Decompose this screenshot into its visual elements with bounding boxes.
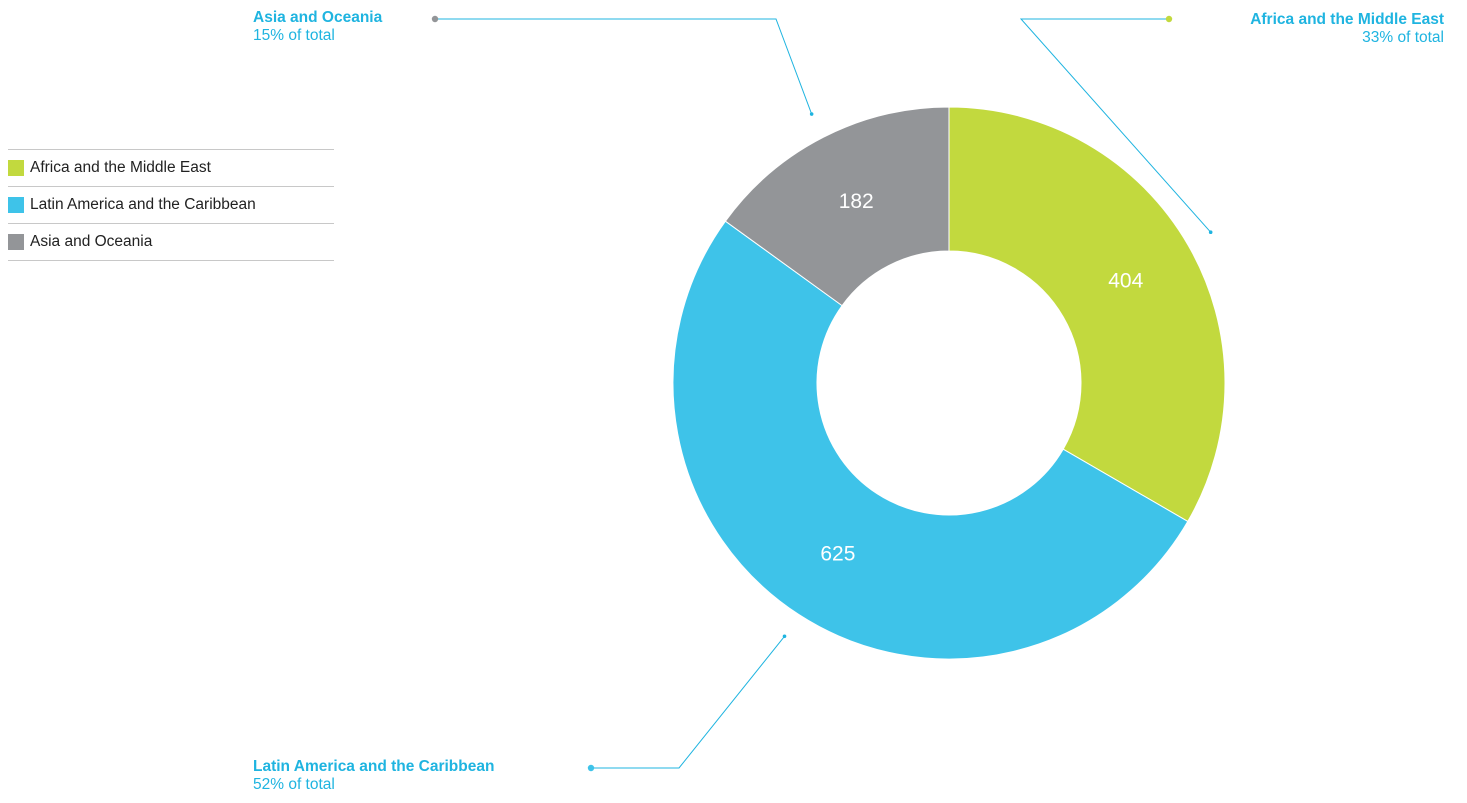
legend-item-africa-middle-east[interactable]: Africa and the Middle East [8, 150, 334, 187]
leader-end-dot-asia-and-oceania [809, 112, 814, 116]
callout-latin-america-caribbean-name: Latin America and the Caribbean [253, 758, 495, 775]
callout-latin-america-caribbean-percent: 52% of total [253, 776, 335, 793]
legend-item-latin-america-caribbean[interactable]: Latin America and the Caribbean [8, 187, 334, 224]
leader-end-dot-africa-and-the-middle-east [1208, 230, 1213, 235]
legend-swatch-africa-middle-east [8, 160, 24, 176]
leader-line-asia-and-oceania [435, 18, 813, 115]
slice-value-label-asia-and-oceania: 182 [839, 190, 874, 213]
slice-value-label-latin-america-and-the-caribbean: 625 [820, 543, 855, 566]
callout-africa-middle-east-percent: 33% of total [1362, 29, 1444, 46]
chart-legend: Africa and the Middle East Latin America… [8, 149, 334, 261]
callout-asia-oceania: Asia and Oceania 15% of total [253, 9, 382, 45]
callout-leader-lines [431, 15, 1213, 772]
slice-latin-america-and-the-caribbean[interactable] [672, 220, 1189, 660]
legend-label-africa-middle-east: Africa and the Middle East [30, 159, 211, 176]
callout-asia-oceania-percent: 15% of total [253, 27, 335, 44]
slice-asia-and-oceania[interactable] [724, 106, 950, 307]
callout-africa-middle-east: Africa and the Middle East 33% of total [1250, 11, 1444, 47]
leader-end-dot-latin-america-and-the-caribbean [782, 634, 787, 639]
leader-dot-latin-america-and-the-caribbean [587, 764, 595, 772]
slice-value-labels: 404 625 182 [820, 190, 1143, 566]
legend-item-asia-oceania[interactable]: Asia and Oceania [8, 224, 334, 261]
legend-label-asia-oceania: Asia and Oceania [30, 233, 153, 250]
slice-value-label-africa-and-the-middle-east: 404 [1108, 270, 1143, 293]
legend-label-latin-america-caribbean: Latin America and the Caribbean [30, 196, 256, 213]
leader-line-latin-america-and-the-caribbean [591, 635, 785, 769]
callout-asia-oceania-name: Asia and Oceania [253, 9, 383, 26]
legend-swatch-asia-oceania [8, 234, 24, 250]
leader-dot-africa-and-the-middle-east [1165, 15, 1173, 23]
leader-line-africa-and-the-middle-east [1019, 18, 1212, 233]
callout-latin-america-caribbean: Latin America and the Caribbean 52% of t… [253, 758, 494, 794]
callout-africa-middle-east-name: Africa and the Middle East [1250, 11, 1444, 28]
legend-swatch-latin-america-caribbean [8, 197, 24, 213]
slice-africa-and-the-middle-east[interactable] [948, 106, 1226, 523]
donut-slices [672, 106, 1226, 660]
leader-dot-asia-and-oceania [431, 15, 439, 23]
